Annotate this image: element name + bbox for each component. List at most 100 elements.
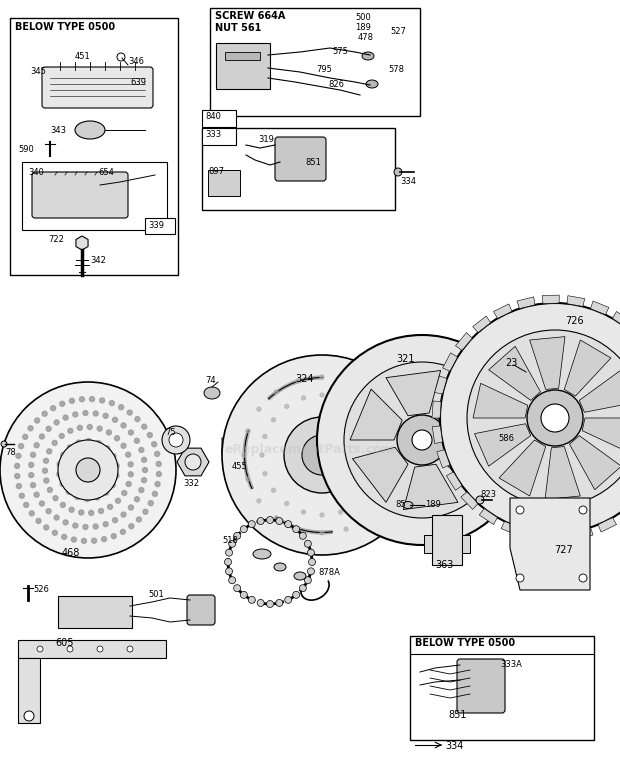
Circle shape (102, 537, 107, 542)
Circle shape (95, 495, 100, 500)
Circle shape (105, 446, 110, 451)
FancyBboxPatch shape (42, 67, 153, 108)
Circle shape (44, 478, 49, 483)
Text: 590: 590 (18, 145, 33, 154)
Circle shape (71, 462, 76, 468)
Text: 74: 74 (205, 376, 216, 385)
Bar (410, 636, 594, 740)
Circle shape (47, 487, 53, 493)
Circle shape (126, 452, 131, 457)
Circle shape (29, 462, 33, 468)
Circle shape (57, 471, 62, 477)
Circle shape (54, 420, 59, 425)
Circle shape (78, 425, 82, 431)
Text: 526: 526 (33, 585, 49, 594)
Circle shape (229, 577, 236, 584)
Circle shape (285, 597, 292, 603)
Circle shape (68, 445, 73, 449)
Circle shape (35, 418, 40, 423)
Circle shape (344, 527, 348, 531)
FancyBboxPatch shape (501, 438, 527, 456)
Polygon shape (545, 446, 580, 500)
Circle shape (76, 440, 81, 445)
Polygon shape (551, 532, 568, 541)
Circle shape (226, 549, 232, 556)
Text: 795: 795 (316, 65, 332, 74)
Circle shape (260, 453, 264, 457)
Circle shape (24, 711, 34, 721)
Bar (432, 515, 462, 565)
Circle shape (81, 538, 86, 543)
Circle shape (226, 568, 232, 575)
Circle shape (368, 418, 373, 421)
Bar (225, 52, 260, 60)
Circle shape (112, 518, 118, 523)
Circle shape (97, 458, 102, 463)
Polygon shape (570, 436, 620, 490)
Text: 78: 78 (5, 448, 16, 457)
Circle shape (344, 379, 348, 383)
Circle shape (148, 433, 153, 437)
Polygon shape (489, 346, 541, 400)
Circle shape (148, 500, 153, 506)
Circle shape (246, 429, 250, 433)
Circle shape (0, 382, 176, 558)
Bar (424, 535, 432, 553)
Polygon shape (461, 492, 478, 509)
Circle shape (127, 410, 132, 415)
Text: 578: 578 (388, 65, 404, 74)
Circle shape (394, 168, 402, 176)
Circle shape (222, 355, 422, 555)
Circle shape (248, 597, 255, 603)
Text: 727: 727 (554, 545, 573, 555)
Circle shape (267, 516, 273, 524)
Circle shape (383, 407, 387, 411)
Circle shape (272, 418, 275, 421)
Circle shape (162, 426, 190, 454)
Circle shape (96, 440, 101, 446)
Text: 586: 586 (498, 434, 514, 443)
Circle shape (139, 487, 144, 493)
Circle shape (19, 443, 24, 449)
Circle shape (57, 462, 62, 467)
Polygon shape (474, 424, 531, 466)
Circle shape (108, 504, 113, 509)
Text: 319: 319 (258, 135, 274, 144)
Circle shape (24, 503, 29, 507)
Circle shape (285, 405, 289, 409)
Circle shape (301, 510, 306, 514)
Polygon shape (517, 297, 535, 309)
Text: 342: 342 (90, 256, 106, 265)
Circle shape (78, 481, 83, 485)
Circle shape (476, 496, 484, 504)
Circle shape (155, 481, 160, 487)
Text: 451: 451 (75, 52, 91, 61)
Circle shape (339, 396, 342, 400)
Text: 333A: 333A (500, 660, 522, 669)
Text: 726: 726 (565, 316, 583, 326)
Circle shape (114, 463, 119, 468)
Circle shape (93, 524, 98, 529)
Circle shape (121, 512, 126, 517)
Circle shape (227, 441, 237, 451)
Circle shape (284, 417, 360, 493)
Circle shape (257, 407, 261, 411)
Circle shape (28, 426, 33, 431)
Circle shape (79, 396, 84, 402)
Circle shape (320, 375, 324, 379)
Circle shape (40, 434, 45, 439)
Ellipse shape (362, 52, 374, 60)
Circle shape (339, 510, 342, 514)
Text: 851: 851 (448, 710, 466, 720)
Circle shape (366, 390, 370, 394)
Polygon shape (222, 434, 242, 458)
Polygon shape (501, 522, 520, 535)
Circle shape (355, 405, 359, 409)
Circle shape (355, 502, 359, 506)
Text: 840: 840 (205, 112, 221, 121)
Circle shape (296, 379, 300, 383)
Text: 575: 575 (332, 47, 348, 56)
Polygon shape (472, 316, 490, 333)
Circle shape (111, 453, 116, 459)
Circle shape (304, 540, 311, 547)
